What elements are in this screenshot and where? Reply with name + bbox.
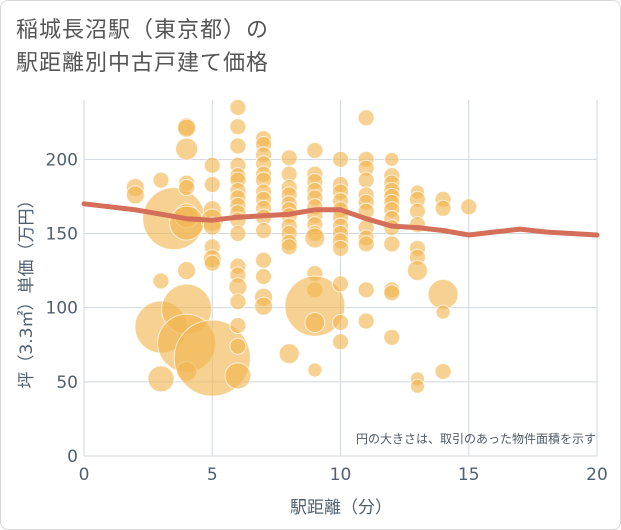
chart-title-line-2: 駅距離別中古戸建て価格 — [16, 51, 270, 76]
trend-line — [81, 201, 600, 238]
y-axis-label: 坪（3.3㎡）単価（万円） — [17, 191, 37, 388]
data-point — [229, 316, 247, 334]
data-point — [434, 362, 452, 380]
data-point — [229, 118, 247, 136]
x-tick-label: 5 — [207, 465, 218, 485]
data-point — [357, 235, 375, 253]
data-point — [169, 205, 205, 241]
chart-title-line-1: 稲城長沼駅（東京都）の — [16, 18, 270, 43]
data-point — [304, 312, 326, 333]
data-point — [383, 284, 401, 302]
data-point — [384, 151, 400, 167]
data-point — [460, 198, 478, 216]
data-point — [203, 156, 221, 174]
data-point — [357, 171, 375, 189]
data-point — [332, 275, 349, 293]
data-point — [224, 362, 252, 390]
x-tick-label: 0 — [79, 465, 90, 485]
data-point — [409, 378, 425, 394]
x-tick-label: 10 — [330, 465, 352, 485]
size-annotation: 円の大きさは、取引のあった物件面積を示す — [356, 431, 596, 446]
y-tick-label: 200 — [46, 150, 78, 170]
data-point — [255, 222, 273, 240]
data-point — [229, 293, 247, 311]
data-point — [175, 137, 199, 161]
data-point — [435, 304, 451, 320]
data-point — [229, 98, 247, 116]
data-point — [434, 199, 452, 217]
data-point — [203, 254, 221, 272]
data-point — [357, 281, 375, 299]
data-point — [178, 179, 196, 197]
bubble-series — [125, 98, 478, 397]
data-point — [152, 171, 170, 189]
data-point — [332, 150, 349, 168]
x-tick-label: 20 — [586, 465, 608, 485]
data-point — [383, 235, 401, 253]
data-point — [357, 312, 375, 330]
data-point — [332, 333, 349, 351]
data-point — [304, 227, 326, 249]
data-point — [306, 141, 324, 159]
data-point — [332, 314, 349, 331]
data-point — [125, 185, 145, 205]
data-point — [332, 239, 349, 257]
data-point — [228, 277, 248, 297]
data-point — [357, 109, 375, 127]
data-point — [307, 362, 323, 378]
x-axis-label: 駅距離（分） — [290, 498, 392, 518]
data-point — [254, 296, 274, 316]
x-tick-label: 15 — [458, 465, 480, 485]
data-point — [255, 251, 273, 269]
data-point — [255, 268, 273, 286]
data-point — [406, 260, 428, 282]
data-point — [203, 176, 221, 194]
data-point — [147, 365, 175, 393]
data-point — [284, 275, 346, 337]
data-point — [280, 238, 298, 256]
data-point — [229, 137, 247, 155]
data-point — [229, 337, 247, 355]
y-tick-label: 100 — [46, 299, 78, 319]
data-point — [152, 272, 170, 290]
y-tick-label: 150 — [46, 225, 78, 245]
y-tick-label: 50 — [56, 373, 78, 393]
y-tick-label: 0 — [67, 447, 78, 467]
data-point — [383, 328, 401, 346]
chart-title: 稲城長沼駅（東京都）の 駅距離別中古戸建て価格 — [16, 14, 269, 80]
data-point — [280, 149, 298, 167]
data-point — [177, 118, 197, 138]
data-point — [278, 343, 300, 365]
data-point — [177, 261, 197, 281]
data-point — [229, 225, 247, 242]
